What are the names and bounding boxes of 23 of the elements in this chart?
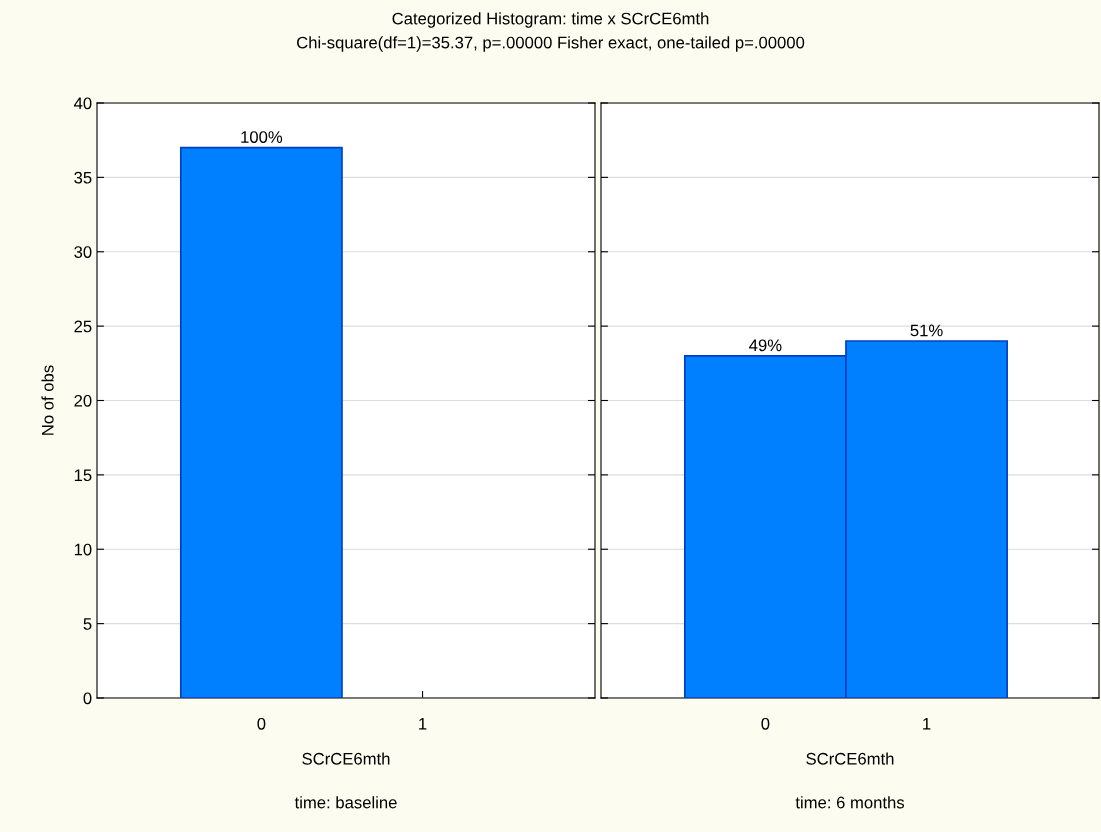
y-tick-label: 15 xyxy=(74,469,92,482)
y-tick-label: 5 xyxy=(83,618,92,630)
x-tick-label: 0 xyxy=(761,717,770,730)
y-tick-label: 0 xyxy=(83,692,92,705)
y-tick-label: 30 xyxy=(74,246,92,258)
y-tick-label: 20 xyxy=(74,394,92,407)
x-axis-title: SCrCE6mth xyxy=(302,752,390,765)
annotation: 49% xyxy=(749,339,782,352)
y-axis-title: No of obs xyxy=(41,365,54,435)
y-tick-label: 35 xyxy=(74,171,92,184)
annotation: 100% xyxy=(241,131,283,143)
chart-title: Categorized Histogram: time x SCrCE6mth xyxy=(392,12,709,28)
x-tick-label: 1 xyxy=(923,718,931,730)
y-tick-label: 40 xyxy=(73,97,92,110)
y-tick-label: 10 xyxy=(74,543,92,556)
y-tick-label: 25 xyxy=(74,320,92,333)
annotation: 51% xyxy=(910,324,943,337)
chart-subtitle: Chi-square(df=1)=35.37, p=.00000 Fisher exact, one-tailed p=.00000 xyxy=(297,36,805,52)
x-tick-label: 0 xyxy=(257,717,266,730)
x-axis-title: SCrCE6mth xyxy=(806,752,894,765)
text: time: baseline xyxy=(294,796,397,809)
x-tick-label: 1 xyxy=(419,718,427,730)
text: time: 6 months xyxy=(795,796,905,809)
